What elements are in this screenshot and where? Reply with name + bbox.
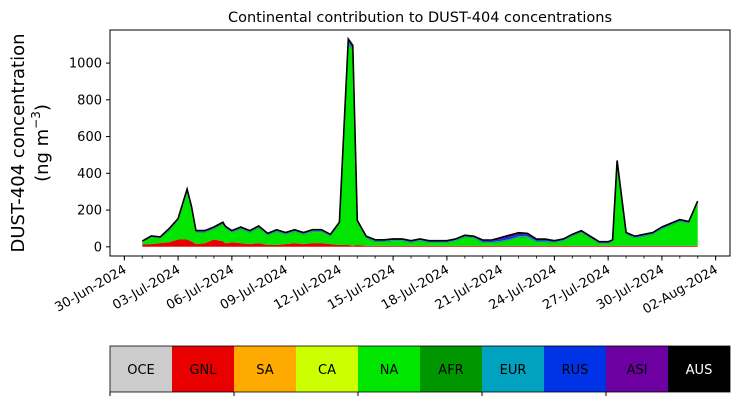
y-axis-unit-suffix: ) xyxy=(32,104,53,111)
y-axis-label: DUST-404 concentration (ng m−3) xyxy=(8,33,53,252)
area-series-group xyxy=(142,39,698,247)
legend: OCE GNL SA CA NA AFR EUR RUS ASI AUS xyxy=(109,345,731,396)
y-tick-label: 1000 xyxy=(69,57,102,72)
legend-label-ca: CA xyxy=(318,363,336,378)
legend-label-rus: RUS xyxy=(562,363,589,378)
legend-label-gnl: GNL xyxy=(189,363,217,378)
legend-swatch-na xyxy=(358,346,420,392)
x-axis-ticks: 30-Jun-202403-Jul-202406-Jul-202409-Jul-… xyxy=(53,256,721,318)
y-tick-label: 800 xyxy=(77,93,102,108)
y-axis-ticks: 0 200 400 600 800 1000 xyxy=(69,57,110,255)
legend-swatch-afr xyxy=(420,346,482,392)
legend-swatch-rus xyxy=(544,346,606,392)
area-gnl xyxy=(142,239,698,247)
legend-swatch-aus xyxy=(668,346,730,392)
y-tick-label: 400 xyxy=(77,167,102,182)
legend-label-afr: AFR xyxy=(438,363,463,378)
legend-label-na: NA xyxy=(380,363,399,378)
chart-title: Continental contribution to DUST-404 con… xyxy=(228,10,612,26)
legend-label-eur: EUR xyxy=(500,363,527,378)
legend-label-asi: ASI xyxy=(627,363,648,378)
total-outline xyxy=(141,36,699,243)
legend-swatch-oce xyxy=(110,346,172,392)
legend-frame xyxy=(109,345,731,393)
y-axis-label-line2: (ng m−3) xyxy=(29,104,53,182)
y-tick-label: 600 xyxy=(77,130,102,145)
legend-swatch-ca xyxy=(296,346,358,392)
y-axis-unit-exponent: −3 xyxy=(29,111,43,129)
plot-frame xyxy=(109,29,731,257)
legend-label-aus: AUS xyxy=(686,363,713,378)
legend-label-oce: OCE xyxy=(127,363,155,378)
legend-swatch-eur xyxy=(482,346,544,392)
legend-swatch-gnl xyxy=(172,346,234,392)
y-axis-unit-prefix: (ng m xyxy=(32,129,53,182)
y-tick-label: 0 xyxy=(94,240,102,255)
y-tick-label: 200 xyxy=(77,204,102,219)
legend-swatch-asi xyxy=(606,346,668,392)
legend-swatch-sa xyxy=(234,346,296,392)
y-axis-label-line1: DUST-404 concentration xyxy=(8,33,29,252)
legend-label-sa: SA xyxy=(256,363,273,378)
